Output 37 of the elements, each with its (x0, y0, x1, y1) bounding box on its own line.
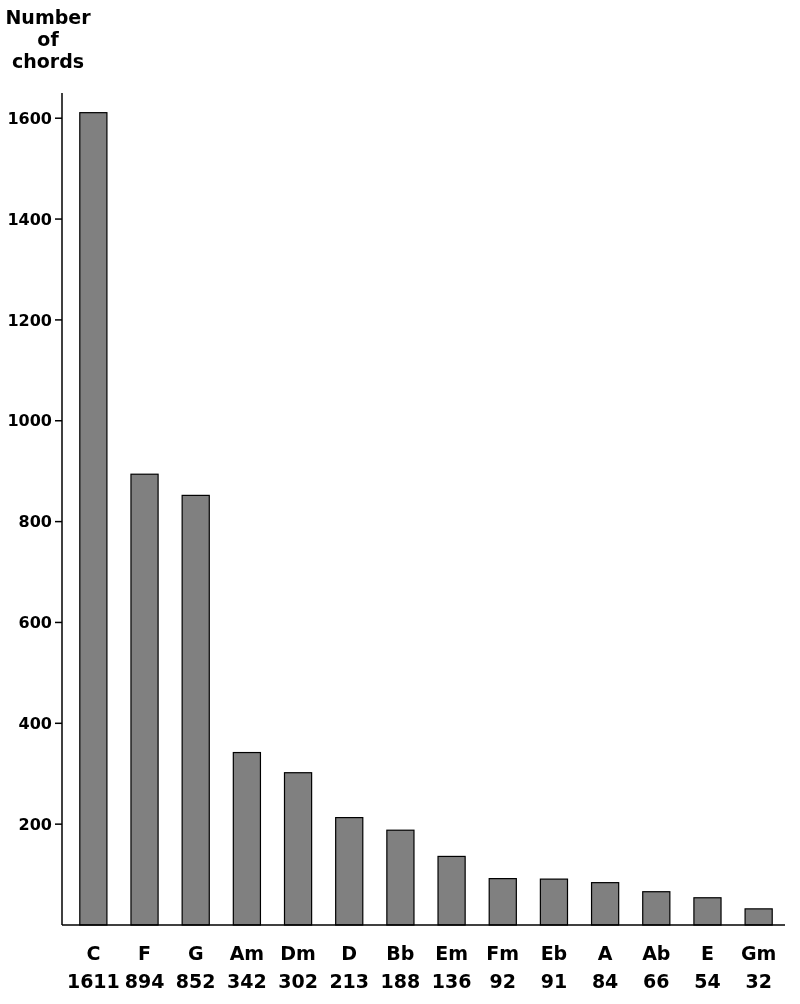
x-tick-label: Em (435, 942, 468, 964)
data-label: 894 (124, 970, 165, 992)
y-tick-label: 600 (18, 613, 52, 633)
y-tick-label: 1600 (7, 108, 52, 128)
x-tick-label: Gm (740, 942, 777, 964)
data-label: 188 (380, 970, 421, 992)
x-tick-label: Bb (386, 942, 415, 964)
data-label: 1611 (66, 970, 120, 992)
y-tick-label: 1200 (7, 310, 52, 330)
x-tick-label: E (700, 942, 714, 964)
y-tick-label: 1400 (7, 209, 52, 229)
x-tick-label: Eb (540, 942, 568, 964)
y-tick-label: 800 (18, 512, 52, 532)
x-tick-label: A (597, 942, 613, 964)
x-tick-label: Dm (280, 942, 316, 964)
x-tick-label: F (138, 942, 152, 964)
data-label: 302 (278, 970, 318, 992)
x-tick-label: D (341, 942, 358, 964)
data-label: 54 (694, 970, 721, 992)
data-label: 852 (175, 970, 216, 992)
y-tick-label: 200 (18, 814, 52, 834)
data-label: 32 (745, 970, 772, 992)
data-label: 342 (227, 970, 267, 992)
x-tick-label: Ab (642, 942, 671, 964)
y-tick-label: 400 (18, 713, 52, 733)
y-axis-title: Number of chords (5, 6, 92, 72)
x-tick-label: Am (229, 942, 265, 964)
x-tick-label: C (86, 942, 101, 964)
data-label: 213 (329, 970, 370, 992)
data-label: 136 (431, 970, 472, 992)
data-label: 84 (591, 970, 619, 992)
data-label: 66 (643, 970, 670, 992)
data-label: 92 (489, 970, 516, 992)
y-tick-label: 1000 (7, 411, 52, 431)
x-tick-label: Fm (486, 942, 520, 964)
data-label: 91 (540, 970, 568, 992)
x-tick-label: G (187, 942, 204, 964)
